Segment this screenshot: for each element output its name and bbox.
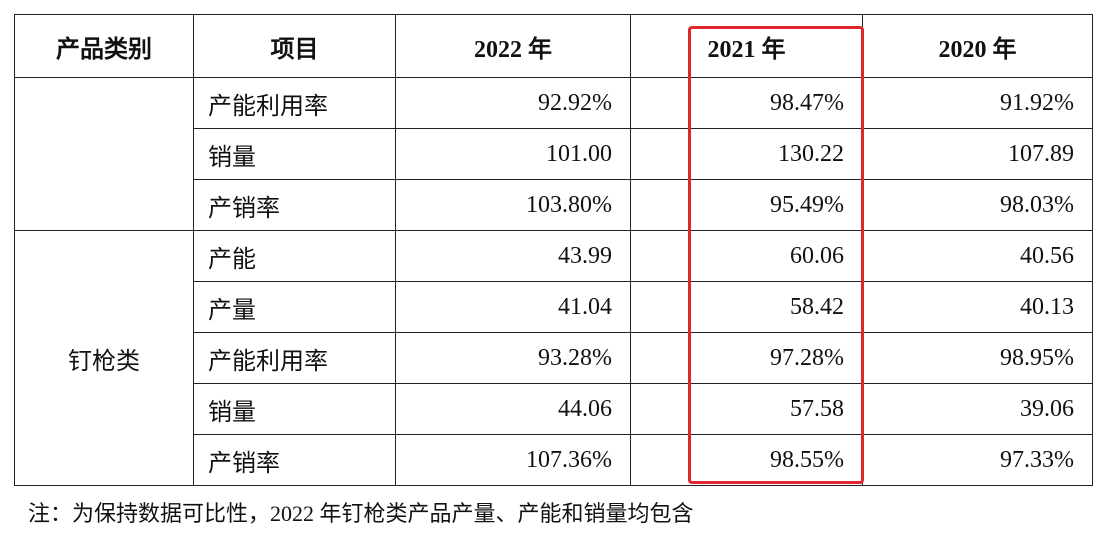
table-row: 产能利用率 93.28% 97.28% 98.95% — [15, 332, 1093, 384]
value-cell: 107.89 — [862, 128, 1093, 180]
value-cell: 43.99 — [395, 230, 631, 282]
value-cell: 91.92% — [862, 77, 1093, 129]
header-cell: 产品类别 — [14, 14, 194, 78]
highlight-box — [688, 26, 864, 484]
value-cell: 41.04 — [395, 281, 631, 333]
value-cell: 98.03% — [862, 179, 1093, 231]
item-cell: 销量 — [193, 383, 396, 435]
value-cell: 93.28% — [395, 332, 631, 384]
header-cell: 2021 年 — [630, 14, 863, 78]
value-cell: 57.58 — [630, 383, 863, 435]
value-cell: 39.06 — [862, 383, 1093, 435]
value-cell: 40.13 — [862, 281, 1093, 333]
value-cell: 107.36% — [395, 434, 631, 486]
item-cell: 产能利用率 — [193, 332, 396, 384]
table-row: 产能利用率 92.92% 98.47% 91.92% — [14, 77, 1093, 231]
header-cell: 2022 年 — [395, 14, 631, 78]
item-cell: 产能 — [193, 230, 396, 282]
value-cell: 97.28% — [630, 332, 863, 384]
value-cell: 40.56 — [862, 230, 1093, 282]
table-body: 产能利用率 92.92% 98.47% 91.92% 销量 101.00 130.22 107… — [14, 77, 1093, 486]
value-cell: 97.33% — [862, 434, 1093, 486]
table-row: 销量 44.06 57.58 39.06 — [15, 383, 1093, 435]
value-cell: 98.95% — [862, 332, 1093, 384]
value-cell: 103.80% — [395, 179, 631, 231]
category-cell: 钉枪类 — [14, 230, 194, 486]
footnote: 注：为保持数据可比性，2022 年钉枪类产品产量、产能和销量均包含 — [28, 501, 694, 526]
category-cell — [14, 77, 194, 231]
header-cell: 2020 年 — [862, 14, 1093, 78]
value-cell: 98.47% — [630, 77, 863, 129]
value-cell: 101.00 — [395, 128, 631, 180]
item-cell: 产量 — [193, 281, 396, 333]
header-cell: 项目 — [193, 14, 396, 78]
table-row: 产量 41.04 58.42 40.13 — [15, 281, 1093, 333]
value-cell: 98.55% — [630, 434, 863, 486]
header-row: 产品类别 项目 2022 年 2021 年 2020 年 — [14, 14, 1093, 78]
value-cell: 92.92% — [395, 77, 631, 129]
item-cell: 产销率 — [193, 179, 396, 231]
value-cell: 44.06 — [395, 383, 631, 435]
value-cell: 60.06 — [630, 230, 863, 282]
table-row: 钉枪类 产能 43.99 60.06 40.56 — [14, 230, 1093, 486]
table-row: 产销率 107.36% 98.55% 97.33% — [15, 434, 1093, 486]
item-cell: 产销率 — [193, 434, 396, 486]
item-cell: 销量 — [193, 128, 396, 180]
item-cell: 产能利用率 — [193, 77, 396, 129]
data-table: 产品类别 项目 2022 年 2021 年 2020 年 产能利用率 92.92% 98.4… — [14, 14, 1093, 486]
table-row: 产销率 103.80% 95.49% 98.03% — [15, 179, 1093, 231]
